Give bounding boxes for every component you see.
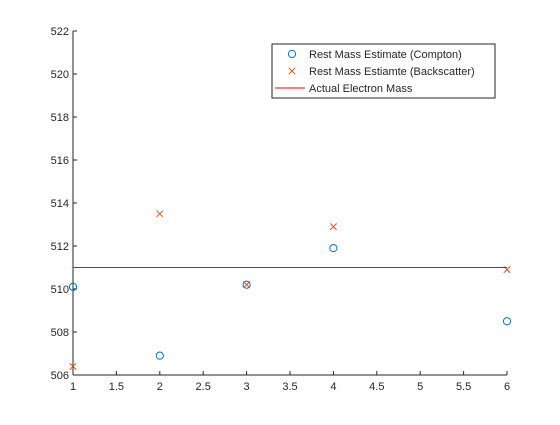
- x-tick-label: 1: [70, 381, 76, 393]
- y-tick-label: 522: [51, 26, 69, 38]
- y-tick-label: 518: [51, 112, 69, 124]
- y-tick-label: 520: [51, 69, 69, 81]
- x-tick-label: 1.5: [109, 381, 124, 393]
- x-tick-label: 6: [504, 381, 510, 393]
- y-tick-label: 514: [51, 198, 69, 210]
- data-layer: [69, 211, 510, 370]
- x-tick-label: 5: [417, 381, 423, 393]
- backscatter-point: [157, 211, 163, 217]
- x-tick-label: 3.5: [282, 381, 297, 393]
- legend: Rest Mass Estimate (Compton) Rest Mass Es…: [272, 44, 495, 98]
- x-tick-label: 2: [157, 381, 163, 393]
- compton-point: [503, 318, 510, 325]
- x-tick-label: 3: [244, 381, 250, 393]
- x-tick-label: 2.5: [196, 381, 211, 393]
- legend-label: Rest Mass Estiamte (Backscatter): [309, 66, 475, 78]
- compton-point: [330, 245, 337, 252]
- compton-point: [156, 352, 163, 359]
- y-tick-label: 506: [51, 370, 69, 382]
- y-tick-label: 508: [51, 327, 69, 339]
- y-tick-label: 510: [51, 284, 69, 296]
- backscatter-point: [330, 223, 336, 229]
- backscatter-point: [243, 282, 249, 288]
- x-tick-label: 4.5: [369, 381, 384, 393]
- x-tick-label: 4: [330, 381, 336, 393]
- legend-label: Rest Mass Estimate (Compton): [309, 49, 462, 61]
- y-tick-label: 512: [51, 241, 69, 253]
- y-tick-label: 516: [51, 155, 69, 167]
- x-tick-label: 5.5: [456, 381, 471, 393]
- legend-label: Actual Electron Mass: [309, 83, 413, 95]
